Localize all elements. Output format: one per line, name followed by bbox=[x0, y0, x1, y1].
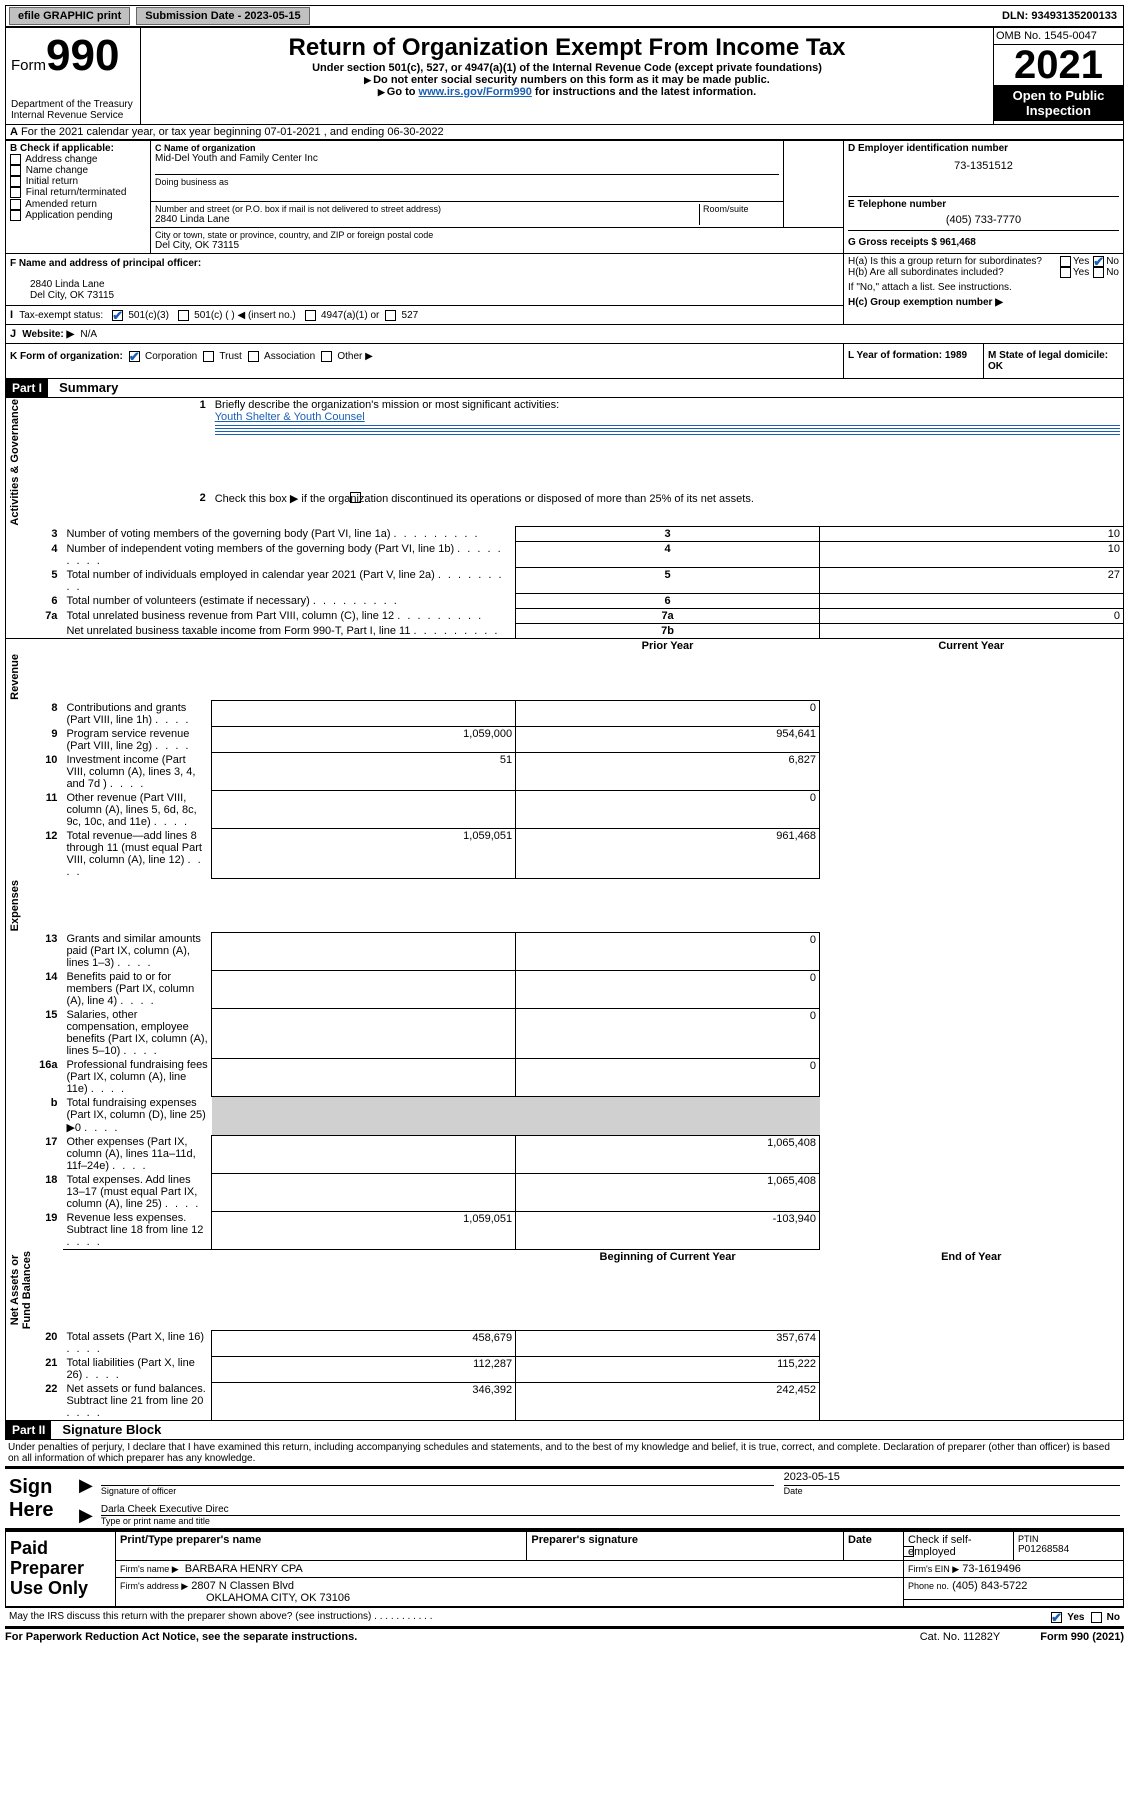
hb-no-checkbox[interactable] bbox=[1093, 267, 1104, 278]
col-eoy: End of Year bbox=[820, 1250, 1124, 1330]
vlabel-governance: Activities & Governance bbox=[6, 398, 64, 527]
k-option-checkbox[interactable] bbox=[129, 351, 140, 362]
signature-block: Sign Here ▶ Signature of officer 2023-05… bbox=[5, 1469, 1124, 1528]
form-note1: Do not enter social security numbers on … bbox=[145, 74, 989, 86]
year-formation: L Year of formation: 1989 bbox=[844, 344, 984, 378]
org-street: 2840 Linda Lane bbox=[155, 214, 699, 225]
dln-label: DLN: 93493135200133 bbox=[1002, 10, 1123, 22]
tax-year-line: A For the 2021 calendar year, or tax yea… bbox=[5, 125, 1124, 140]
firm-ein: 73-1619496 bbox=[962, 1563, 1021, 1575]
org-name: Mid-Del Youth and Family Center Inc bbox=[155, 153, 779, 164]
k-option-checkbox[interactable] bbox=[248, 351, 259, 362]
ptin-value: P01268584 bbox=[1018, 1544, 1119, 1555]
i-527-checkbox[interactable] bbox=[385, 310, 396, 321]
line2-checkbox[interactable] bbox=[350, 492, 361, 503]
dept-treasury: Department of the Treasury Internal Reve… bbox=[11, 99, 135, 121]
tax-year: 2021 bbox=[994, 45, 1123, 85]
firm-addr2: OKLAHOMA CITY, OK 73106 bbox=[120, 1592, 350, 1604]
col-boy: Beginning of Current Year bbox=[516, 1250, 820, 1330]
vlabel-revenue: Revenue bbox=[6, 653, 64, 701]
part2-title: Signature Block bbox=[54, 1422, 161, 1437]
i-4947-checkbox[interactable] bbox=[305, 310, 316, 321]
firm-name: BARBARA HENRY CPA bbox=[185, 1563, 303, 1575]
discuss-row: May the IRS discuss this return with the… bbox=[5, 1607, 1124, 1626]
mission-text: Youth Shelter & Youth Counsel bbox=[215, 411, 365, 423]
top-bar: efile GRAPHIC print Submission Date - 20… bbox=[5, 5, 1124, 27]
gross-receipts: G Gross receipts $ 961,468 bbox=[848, 230, 1119, 248]
org-info-block: B Check if applicable: Address change Na… bbox=[5, 140, 1124, 379]
b-option-checkbox[interactable] bbox=[10, 154, 21, 165]
form-subtitle: Under section 501(c), 527, or 4947(a)(1)… bbox=[145, 62, 989, 74]
discuss-yes-checkbox[interactable] bbox=[1051, 1612, 1062, 1623]
vlabel-netassets: Net Assets or Fund Balances bbox=[6, 1250, 64, 1330]
form-header: Form990 Department of the Treasury Inter… bbox=[5, 27, 1124, 125]
perjury-declaration: Under penalties of perjury, I declare th… bbox=[5, 1440, 1124, 1466]
form-note2: Go to www.irs.gov/Form990 for instructio… bbox=[145, 86, 989, 98]
paid-preparer-block: Paid Preparer Use Only Print/Type prepar… bbox=[5, 1531, 1124, 1607]
k-option-checkbox[interactable] bbox=[321, 351, 332, 362]
ha-yes-checkbox[interactable] bbox=[1060, 256, 1071, 267]
part2-header: Part II bbox=[6, 1421, 51, 1439]
col-prior-year: Prior Year bbox=[516, 639, 820, 654]
org-city: Del City, OK 73115 bbox=[155, 240, 839, 251]
form-number: Form990 bbox=[11, 31, 135, 81]
part1-title: Summary bbox=[51, 380, 118, 395]
website-value: N/A bbox=[80, 329, 97, 340]
b-option-checkbox[interactable] bbox=[10, 210, 21, 221]
instructions-link[interactable]: www.irs.gov/Form990 bbox=[419, 86, 532, 98]
b-option-checkbox[interactable] bbox=[10, 165, 21, 176]
summary-table: Activities & Governance 1 Briefly descri… bbox=[5, 398, 1124, 1421]
b-option-checkbox[interactable] bbox=[10, 176, 21, 187]
efile-button[interactable]: efile GRAPHIC print bbox=[9, 7, 130, 25]
part1-header: Part I bbox=[6, 379, 48, 397]
firm-phone: (405) 843-5722 bbox=[952, 1580, 1027, 1592]
col-current-year: Current Year bbox=[820, 639, 1124, 654]
state-domicile: M State of legal domicile: OK bbox=[984, 344, 1123, 378]
b-option-checkbox[interactable] bbox=[10, 187, 21, 198]
hb-yes-checkbox[interactable] bbox=[1060, 267, 1071, 278]
form-title: Return of Organization Exempt From Incom… bbox=[145, 30, 989, 62]
i-501c3-checkbox[interactable] bbox=[112, 310, 123, 321]
firm-addr1: 2807 N Classen Blvd bbox=[191, 1580, 294, 1592]
i-501c-checkbox[interactable] bbox=[178, 310, 189, 321]
page-footer: For Paperwork Reduction Act Notice, see … bbox=[5, 1629, 1124, 1643]
self-employed-checkbox[interactable] bbox=[903, 1546, 914, 1557]
open-public: Open to Public Inspection bbox=[994, 85, 1123, 121]
ein-value: 73-1351512 bbox=[848, 154, 1119, 178]
vlabel-expenses: Expenses bbox=[6, 879, 64, 932]
b-option-checkbox[interactable] bbox=[10, 199, 21, 210]
ha-no-checkbox[interactable] bbox=[1093, 256, 1104, 267]
officer-name: Darla Cheek Executive Direc bbox=[101, 1504, 1120, 1515]
submission-button[interactable]: Submission Date - 2023-05-15 bbox=[136, 7, 309, 25]
phone-value: (405) 733-7770 bbox=[848, 210, 1119, 230]
discuss-no-checkbox[interactable] bbox=[1091, 1612, 1102, 1623]
k-option-checkbox[interactable] bbox=[203, 351, 214, 362]
